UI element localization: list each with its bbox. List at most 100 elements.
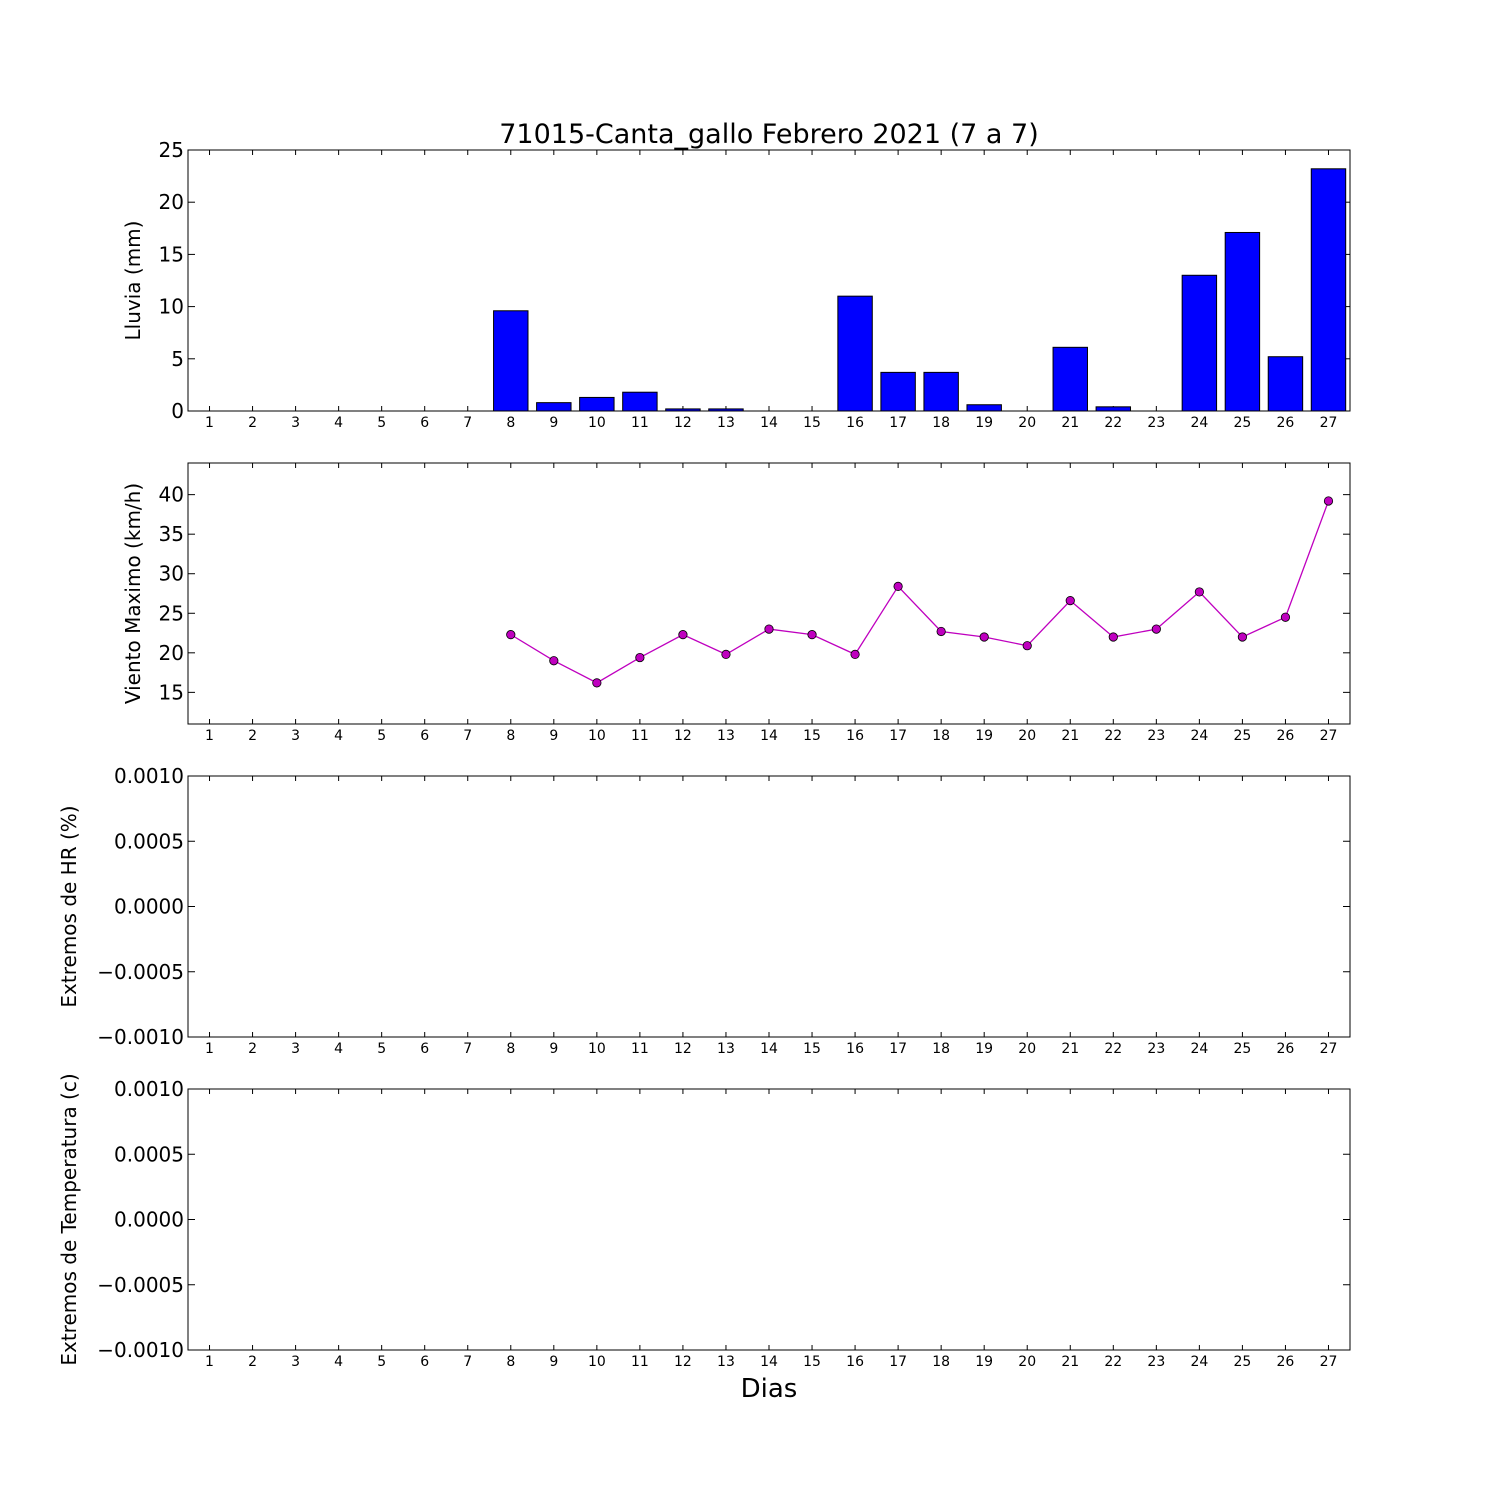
bar (536, 402, 572, 412)
data-point (506, 630, 516, 640)
data-point (721, 649, 731, 660)
x-tick-label: 3 (291, 415, 300, 431)
x-tick-label: 12 (674, 728, 692, 744)
x-tick-label: 12 (674, 415, 692, 431)
x-tick-label: 22 (1104, 1041, 1122, 1057)
y-axis-label: Lluvia (mm) (121, 221, 145, 341)
x-tick-label: 19 (975, 1354, 993, 1370)
panel-frame (187, 775, 1351, 1038)
x-tick-label: 27 (1320, 1354, 1338, 1370)
x-tick-label: 3 (291, 1041, 300, 1057)
bar (966, 404, 1002, 412)
x-tick-label: 7 (463, 1041, 472, 1057)
x-tick-label: 25 (1233, 415, 1251, 431)
x-tick-label: 11 (631, 415, 649, 431)
data-point (1280, 612, 1291, 622)
bar (622, 391, 658, 412)
x-tick-label: 26 (1277, 1354, 1295, 1370)
x-tick-label: 23 (1147, 1041, 1165, 1057)
data-point (1237, 632, 1248, 642)
x-tick-label: 14 (760, 415, 778, 431)
y-tick-label: 0.0000 (114, 1208, 184, 1232)
bar (923, 371, 959, 412)
y-tick-label: 0.0010 (114, 1077, 184, 1101)
x-tick-label: 15 (803, 415, 821, 431)
x-tick-label: 26 (1277, 1041, 1295, 1057)
x-tick-label: 24 (1190, 728, 1208, 744)
panel-frame (187, 462, 1351, 725)
x-tick-label: 3 (291, 1354, 300, 1370)
x-tick-label: 25 (1233, 1354, 1251, 1370)
x-tick-label: 5 (377, 1041, 386, 1057)
y-tick-label: 0 (171, 399, 184, 423)
data-point (893, 581, 903, 591)
x-tick-label: 26 (1277, 728, 1295, 744)
x-tick-label: 24 (1190, 1041, 1208, 1057)
x-tick-label: 21 (1061, 415, 1079, 431)
x-tick-label: 6 (420, 728, 429, 744)
panel-frame (187, 1088, 1351, 1351)
x-tick-label: 5 (377, 1354, 386, 1370)
y-axis-label: Extremos de Temperatura (c) (57, 1073, 81, 1365)
bar (1181, 274, 1218, 412)
bar (579, 396, 615, 412)
y-tick-label: 30 (159, 562, 184, 586)
x-tick-label: 10 (588, 415, 606, 431)
y-tick-label: 0.0000 (114, 895, 184, 919)
x-tick-label: 15 (803, 728, 821, 744)
x-tick-label: 6 (420, 415, 429, 431)
bar (1052, 346, 1088, 412)
x-tick-label: 18 (932, 1041, 950, 1057)
x-tick-label: 21 (1061, 1041, 1079, 1057)
x-tick-label: 10 (588, 728, 606, 744)
x-tick-label: 23 (1147, 728, 1165, 744)
data-point (850, 649, 860, 660)
x-tick-label: 21 (1061, 1354, 1079, 1370)
y-tick-label: 20 (159, 190, 184, 214)
x-tick-label: 16 (846, 415, 864, 431)
x-tick-label: 12 (674, 1354, 692, 1370)
series-line (510, 500, 1330, 684)
x-tick-label: 24 (1190, 1354, 1208, 1370)
y-tick-label: 5 (171, 347, 184, 371)
bar (880, 371, 916, 412)
y-tick-label: −0.0010 (97, 1025, 184, 1049)
panel-frame (187, 149, 1351, 412)
x-tick-label: 16 (846, 1041, 864, 1057)
x-tick-label: 18 (932, 1354, 950, 1370)
x-tick-label: 16 (846, 1354, 864, 1370)
x-tick-label: 22 (1104, 1354, 1122, 1370)
x-tick-label: 8 (506, 415, 515, 431)
x-tick-label: 13 (717, 1354, 735, 1370)
x-tick-label: 17 (889, 415, 907, 431)
x-tick-label: 1 (205, 415, 214, 431)
x-tick-label: 5 (377, 415, 386, 431)
x-tick-label: 9 (549, 1041, 558, 1057)
bar (1095, 406, 1132, 412)
x-tick-label: 20 (1018, 1354, 1036, 1370)
y-tick-label: 25 (159, 138, 184, 162)
data-point (1022, 641, 1032, 651)
x-axis-label: Dias (741, 1374, 798, 1404)
x-tick-label: 1 (205, 1354, 214, 1370)
bar (837, 295, 873, 412)
x-tick-label: 4 (334, 1354, 343, 1370)
x-tick-label: 8 (506, 1041, 515, 1057)
data-point (1108, 632, 1118, 642)
x-tick-label: 14 (760, 728, 778, 744)
y-tick-label: 25 (159, 601, 184, 625)
y-tick-label: 10 (159, 295, 184, 319)
x-tick-label: 15 (803, 1354, 821, 1370)
x-tick-label: 5 (377, 728, 386, 744)
x-tick-label: 1 (205, 728, 214, 744)
bar (1224, 231, 1261, 412)
bar (708, 408, 744, 412)
x-tick-label: 22 (1104, 728, 1122, 744)
x-tick-label: 4 (334, 415, 343, 431)
x-tick-label: 19 (975, 1041, 993, 1057)
bar (493, 310, 529, 412)
